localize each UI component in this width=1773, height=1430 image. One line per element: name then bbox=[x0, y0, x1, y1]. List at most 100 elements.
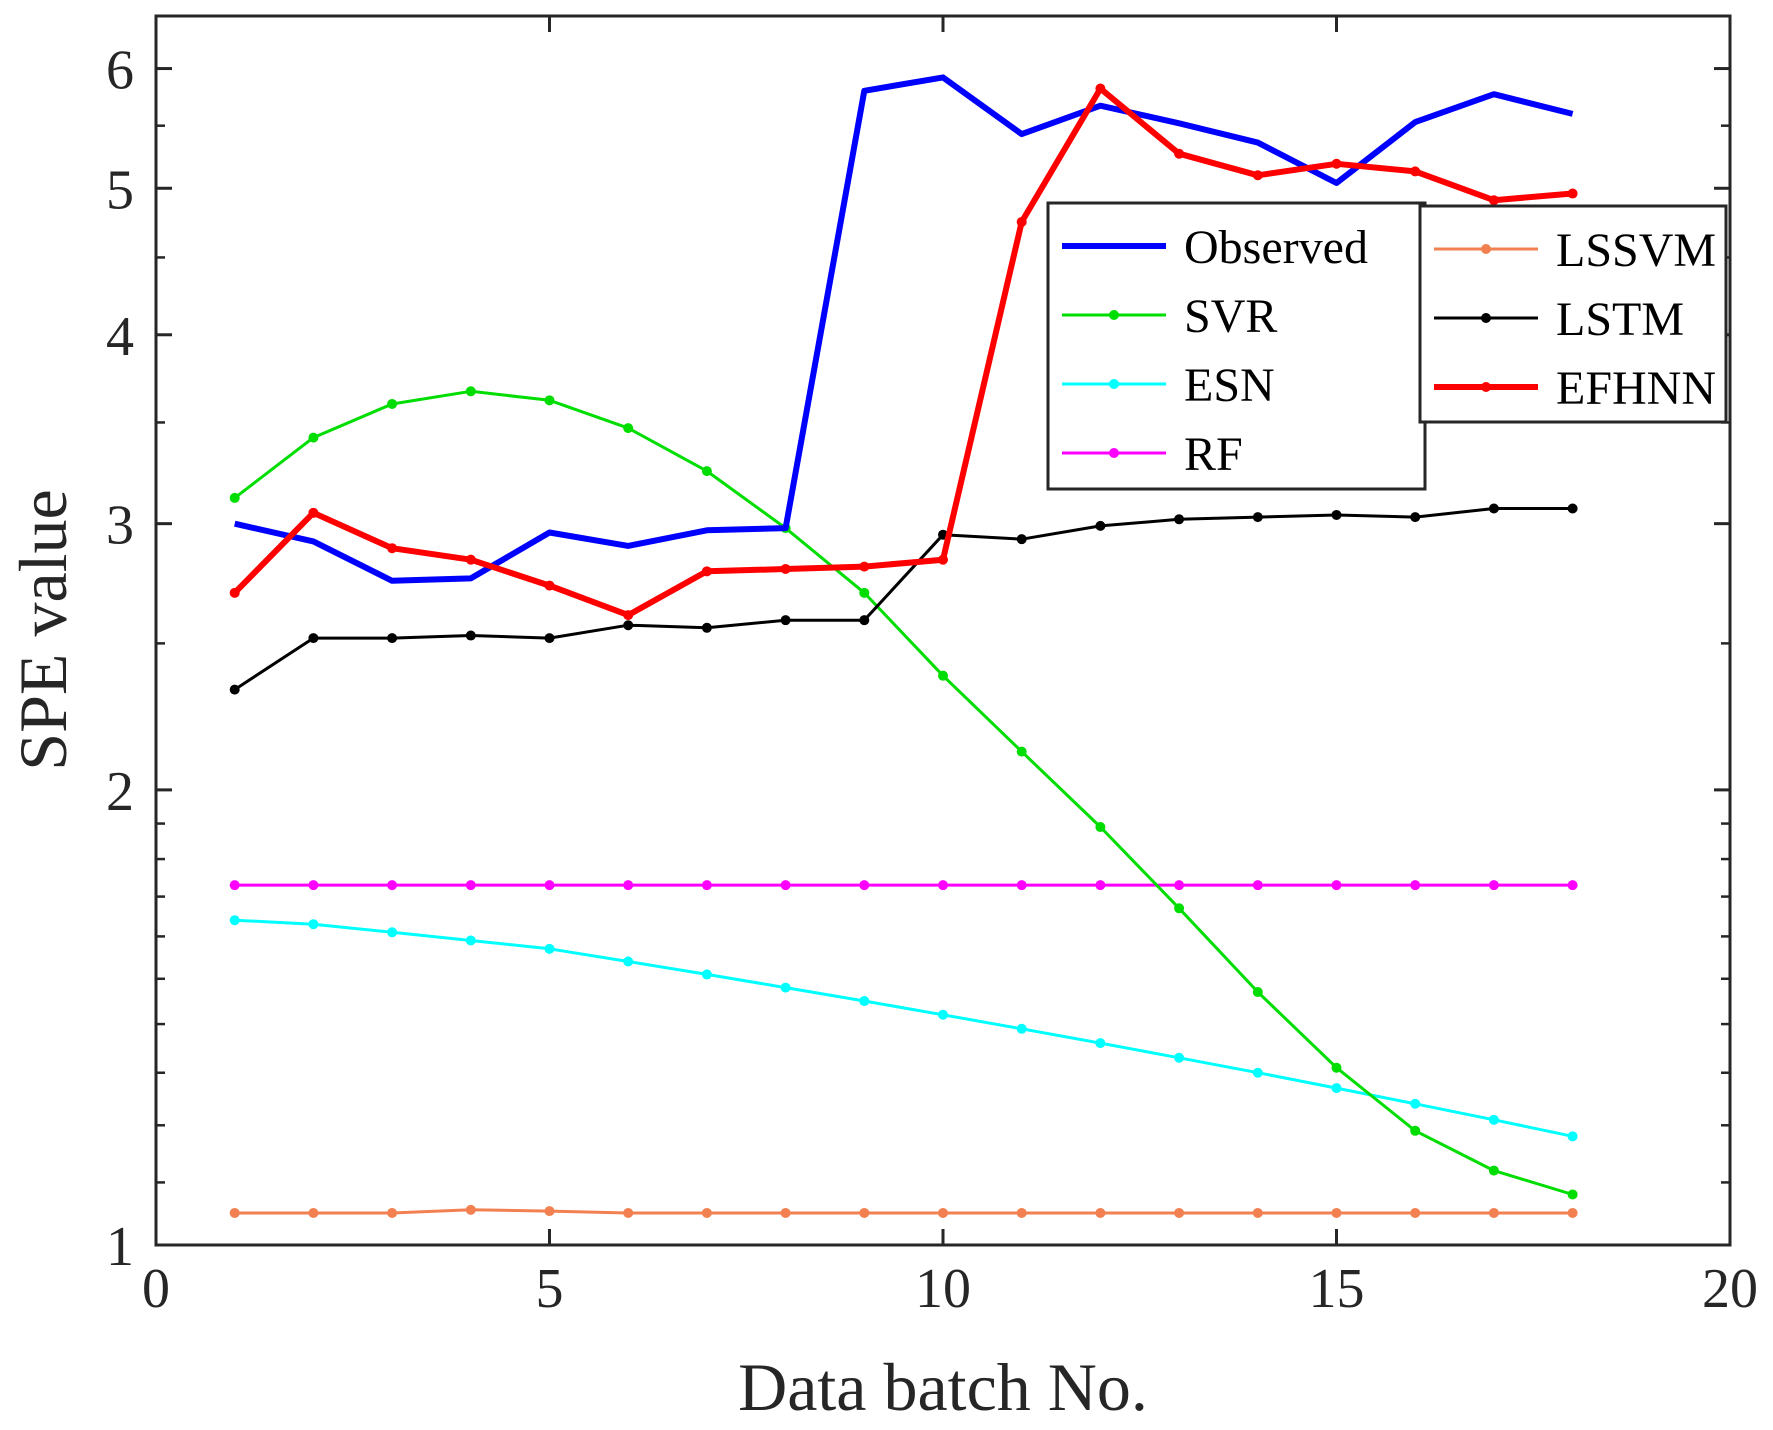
data-point-svr bbox=[308, 432, 319, 443]
data-point-lssvm bbox=[938, 1207, 948, 1218]
series-layer bbox=[229, 74, 1578, 1218]
data-point-svr bbox=[465, 386, 476, 397]
legend-entry-observed: Observed bbox=[1062, 221, 1368, 274]
data-point-esn bbox=[1174, 1052, 1185, 1063]
data-point-esn bbox=[780, 982, 791, 993]
legend-entry-lstm: LSTM bbox=[1434, 293, 1684, 346]
data-point-rf bbox=[387, 880, 398, 891]
data-point-rf bbox=[701, 880, 712, 891]
y-axis-title: SPE value bbox=[5, 489, 81, 770]
data-point-efhnn bbox=[1016, 216, 1027, 227]
data-point-rf bbox=[544, 880, 555, 891]
legend-entry-svr: SVR bbox=[1062, 290, 1277, 343]
data-point-efhnn bbox=[780, 563, 791, 574]
data-point-rf bbox=[859, 880, 870, 891]
data-point-lssvm bbox=[229, 1207, 240, 1218]
data-point-lstm bbox=[229, 684, 240, 695]
data-point-svr bbox=[938, 670, 948, 681]
data-point-esn bbox=[544, 943, 555, 954]
data-point-svr bbox=[1016, 746, 1027, 757]
data-point-lstm bbox=[1252, 512, 1263, 523]
x-tick-label: 0 bbox=[142, 1258, 170, 1320]
data-point-svr bbox=[623, 423, 634, 434]
data-point-lssvm bbox=[859, 1207, 870, 1218]
x-tick-label: 10 bbox=[915, 1258, 971, 1320]
y-tick-label: 5 bbox=[106, 159, 134, 221]
data-point-efhnn bbox=[701, 566, 712, 577]
data-point-rf bbox=[1410, 880, 1421, 891]
data-point-svr bbox=[701, 466, 712, 477]
data-point-efhnn bbox=[229, 587, 240, 598]
data-point-lstm bbox=[387, 633, 398, 644]
data-point-svr bbox=[1488, 1165, 1499, 1176]
data-point-esn bbox=[701, 969, 712, 980]
data-point-esn bbox=[387, 927, 398, 938]
y-tick-label: 2 bbox=[106, 761, 134, 823]
series-line-esn bbox=[234, 918, 1573, 1138]
data-point-esn bbox=[1252, 1067, 1263, 1078]
data-point-esn bbox=[1095, 1038, 1106, 1049]
data-point-lssvm bbox=[1095, 1207, 1106, 1218]
data-point-efhnn bbox=[1095, 83, 1106, 94]
data-point-efhnn bbox=[1567, 188, 1578, 199]
data-point-lssvm bbox=[387, 1207, 398, 1218]
data-point-esn bbox=[1567, 1131, 1578, 1142]
legend-entry-lssvm: LSSVM bbox=[1434, 224, 1716, 277]
series-observed bbox=[234, 74, 1574, 584]
data-point-esn bbox=[623, 956, 634, 967]
data-point-rf bbox=[623, 880, 634, 891]
data-point-efhnn bbox=[308, 507, 319, 518]
legend-label-efhnn: EFHNN bbox=[1556, 362, 1716, 415]
data-point-lssvm bbox=[1174, 1207, 1185, 1218]
data-point-esn bbox=[1488, 1114, 1499, 1125]
data-point-lssvm bbox=[1016, 1207, 1027, 1218]
data-point-esn bbox=[465, 935, 476, 946]
data-point-lssvm bbox=[465, 1204, 476, 1215]
series-esn bbox=[229, 915, 1578, 1142]
data-point-efhnn bbox=[623, 610, 634, 621]
data-point-lssvm bbox=[780, 1207, 791, 1218]
y-tick-label: 4 bbox=[106, 306, 134, 368]
data-point-lstm bbox=[1488, 503, 1499, 514]
data-point-esn bbox=[308, 919, 319, 930]
data-point-svr bbox=[229, 492, 240, 503]
legend-marker-rf bbox=[1109, 448, 1119, 458]
data-point-efhnn bbox=[387, 543, 398, 554]
data-point-efhnn bbox=[859, 561, 870, 572]
data-point-svr bbox=[1567, 1189, 1578, 1200]
data-point-efhnn bbox=[1410, 166, 1421, 177]
series-lstm bbox=[229, 503, 1578, 695]
data-point-lstm bbox=[701, 622, 712, 633]
data-point-lstm bbox=[780, 615, 791, 626]
data-point-lstm bbox=[1095, 520, 1106, 531]
data-point-svr bbox=[1095, 822, 1106, 833]
data-point-lssvm bbox=[544, 1206, 555, 1217]
data-point-lssvm bbox=[1567, 1207, 1578, 1218]
data-point-lssvm bbox=[1488, 1207, 1499, 1218]
legend-marker-lssvm bbox=[1481, 244, 1491, 254]
legend: Observed SVR ESN RF LSSVM LSTM EFHNN bbox=[1046, 201, 1728, 491]
data-point-rf bbox=[1331, 880, 1342, 891]
data-point-rf bbox=[1567, 880, 1578, 891]
series-line-lssvm bbox=[234, 1208, 1573, 1215]
legend-entry-rf: RF bbox=[1062, 428, 1243, 481]
data-point-svr bbox=[1174, 903, 1185, 914]
data-point-lssvm bbox=[1252, 1207, 1263, 1218]
y-tick-label: 1 bbox=[106, 1216, 134, 1278]
data-point-efhnn bbox=[544, 580, 555, 591]
legend-label-lstm: LSTM bbox=[1556, 293, 1684, 346]
data-point-svr bbox=[387, 398, 398, 409]
data-point-esn bbox=[1016, 1023, 1027, 1034]
legend-marker-esn bbox=[1109, 379, 1119, 389]
data-point-rf bbox=[1095, 880, 1106, 891]
data-point-lssvm bbox=[1410, 1207, 1421, 1218]
data-point-rf bbox=[1488, 880, 1499, 891]
data-point-rf bbox=[938, 880, 948, 891]
data-point-efhnn bbox=[1331, 158, 1342, 169]
legend-label-lssvm: LSSVM bbox=[1556, 224, 1716, 277]
data-point-lssvm bbox=[308, 1207, 319, 1218]
legend-label-rf: RF bbox=[1184, 428, 1243, 481]
data-point-rf bbox=[229, 880, 240, 891]
data-point-efhnn bbox=[1488, 195, 1499, 206]
data-point-lstm bbox=[465, 630, 476, 641]
